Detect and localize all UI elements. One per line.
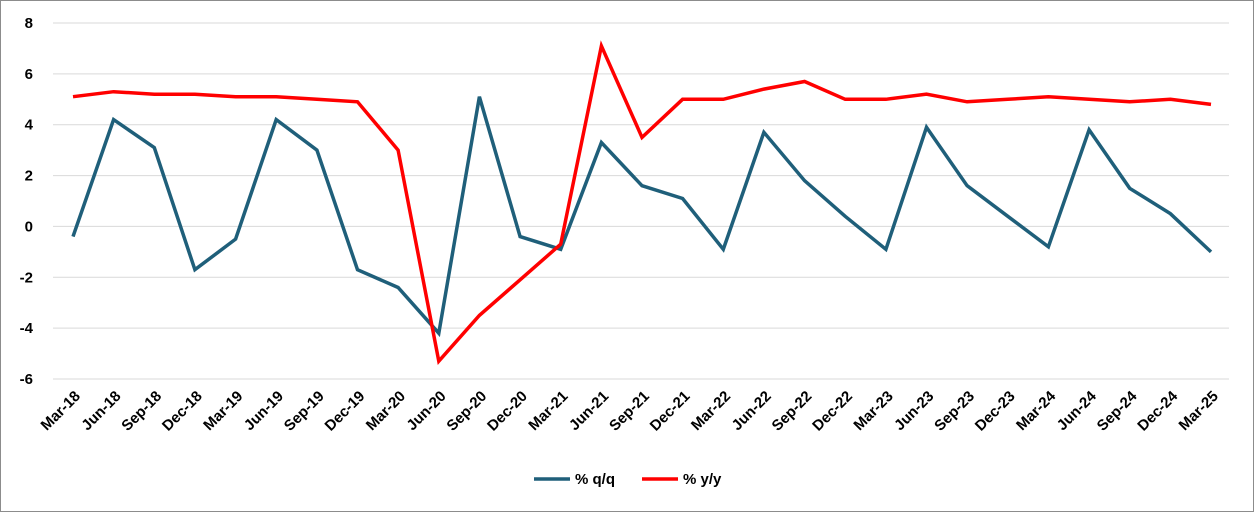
x-tick-label: Mar-21 <box>525 388 571 434</box>
x-axis-tick-labels: Mar-18Jun-18Sep-18Dec-18Mar-19Jun-19Sep-… <box>38 387 1222 434</box>
y-tick-label: -4 <box>20 320 34 337</box>
x-tick-label: Dec-24 <box>1134 387 1181 434</box>
x-tick-label: Jun-20 <box>403 388 449 434</box>
legend: % q/q % y/y <box>534 471 722 488</box>
gridlines <box>53 22 1229 380</box>
x-tick-label: Dec-22 <box>809 388 856 435</box>
x-tick-label: Jun-22 <box>729 388 775 434</box>
x-tick-label: Sep-20 <box>443 388 490 435</box>
x-tick-label: Sep-23 <box>931 388 978 435</box>
x-tick-label: Jun-21 <box>566 388 612 434</box>
y-tick-label: 2 <box>25 168 33 185</box>
series-lines <box>71 40 1213 366</box>
x-tick-label: Dec-18 <box>159 388 206 435</box>
y-tick-label: 4 <box>25 117 34 134</box>
series-line-2 <box>72 40 1212 366</box>
x-tick-label: Dec-21 <box>647 388 694 435</box>
x-tick-label: Mar-25 <box>1176 388 1222 434</box>
x-tick-label: Sep-24 <box>1094 387 1141 434</box>
x-tick-label: Sep-19 <box>281 388 328 435</box>
x-tick-label: Dec-20 <box>484 388 531 435</box>
x-tick-label: Mar-22 <box>688 388 734 434</box>
x-tick-label: Mar-23 <box>850 388 896 434</box>
x-tick-label: Mar-19 <box>200 388 246 434</box>
x-tick-label: Mar-20 <box>363 388 409 434</box>
x-tick-label: Mar-24 <box>1013 387 1060 434</box>
x-tick-label: Sep-21 <box>606 388 653 435</box>
legend-label: % q/q <box>575 471 615 488</box>
x-tick-label: Jun-18 <box>78 388 124 434</box>
x-tick-label: Jun-24 <box>1054 387 1101 434</box>
y-tick-label: 0 <box>25 218 33 235</box>
legend-label: % y/y <box>683 471 722 488</box>
y-tick-label: 8 <box>25 15 33 32</box>
y-tick-label: 6 <box>25 66 33 83</box>
series-line-1 <box>71 96 1213 338</box>
y-tick-label: -6 <box>20 371 33 388</box>
x-tick-label: Dec-19 <box>322 388 369 435</box>
x-tick-label: Jun-23 <box>891 388 937 434</box>
y-axis-tick-labels: -6 -4 -2 0 2 4 6 8 <box>20 15 34 388</box>
x-tick-label: Dec-23 <box>972 388 1019 435</box>
x-tick-label: Jun-19 <box>241 388 287 434</box>
y-tick-label: -2 <box>20 269 33 286</box>
x-tick-label: Sep-22 <box>769 388 816 435</box>
x-tick-label: Mar-18 <box>38 388 84 434</box>
x-tick-label: Sep-18 <box>118 388 165 435</box>
